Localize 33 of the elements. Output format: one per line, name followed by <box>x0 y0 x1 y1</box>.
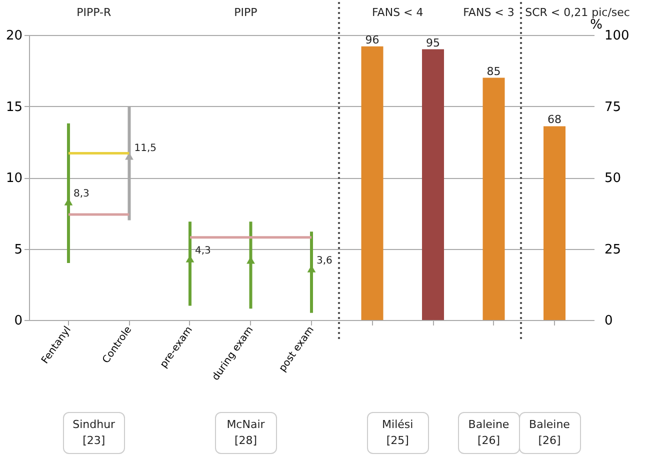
bar <box>544 126 566 320</box>
data-label: 96 <box>365 33 380 46</box>
data-label: 11,5 <box>134 143 157 154</box>
data-label: 3,6 <box>316 256 332 267</box>
y2-tick-label: 0 <box>604 314 613 328</box>
text: FANS < 3 <box>463 6 514 19</box>
y-tick-label: 10 <box>6 171 22 186</box>
y-tick-label: 20 <box>6 28 22 44</box>
text: SCR < 0,21 pic/sec <box>525 6 630 19</box>
bar <box>422 49 444 320</box>
y2-tick-label: 25 <box>604 242 622 258</box>
data-label: 85 <box>486 64 501 78</box>
text: FANS < 4 <box>372 6 424 19</box>
y-tick-label: 5 <box>14 242 22 258</box>
y2-tick-label: 100 <box>604 28 630 44</box>
text: Sindhur [23] <box>62 412 125 454</box>
y2-tick-label: 75 <box>604 100 622 115</box>
bar <box>361 46 384 320</box>
text: PIPP-R <box>76 6 112 19</box>
text: Baleine [26] <box>518 412 580 454</box>
y2-axis-title: % <box>590 18 602 32</box>
text: PIPP <box>234 6 258 19</box>
y-tick-label: 15 <box>6 100 22 115</box>
data-label: 95 <box>426 36 440 50</box>
y-tick-label: 0 <box>14 314 22 328</box>
y2-tick-label: 50 <box>604 171 622 186</box>
text: Milési [25] <box>366 412 429 454</box>
bar <box>482 78 505 320</box>
data-label: 4,3 <box>194 246 211 257</box>
data-label: 68 <box>548 113 562 126</box>
data-label: 8,3 <box>73 188 90 200</box>
text: Baleine [26] <box>458 412 520 454</box>
text: McNair [28] <box>214 412 277 454</box>
